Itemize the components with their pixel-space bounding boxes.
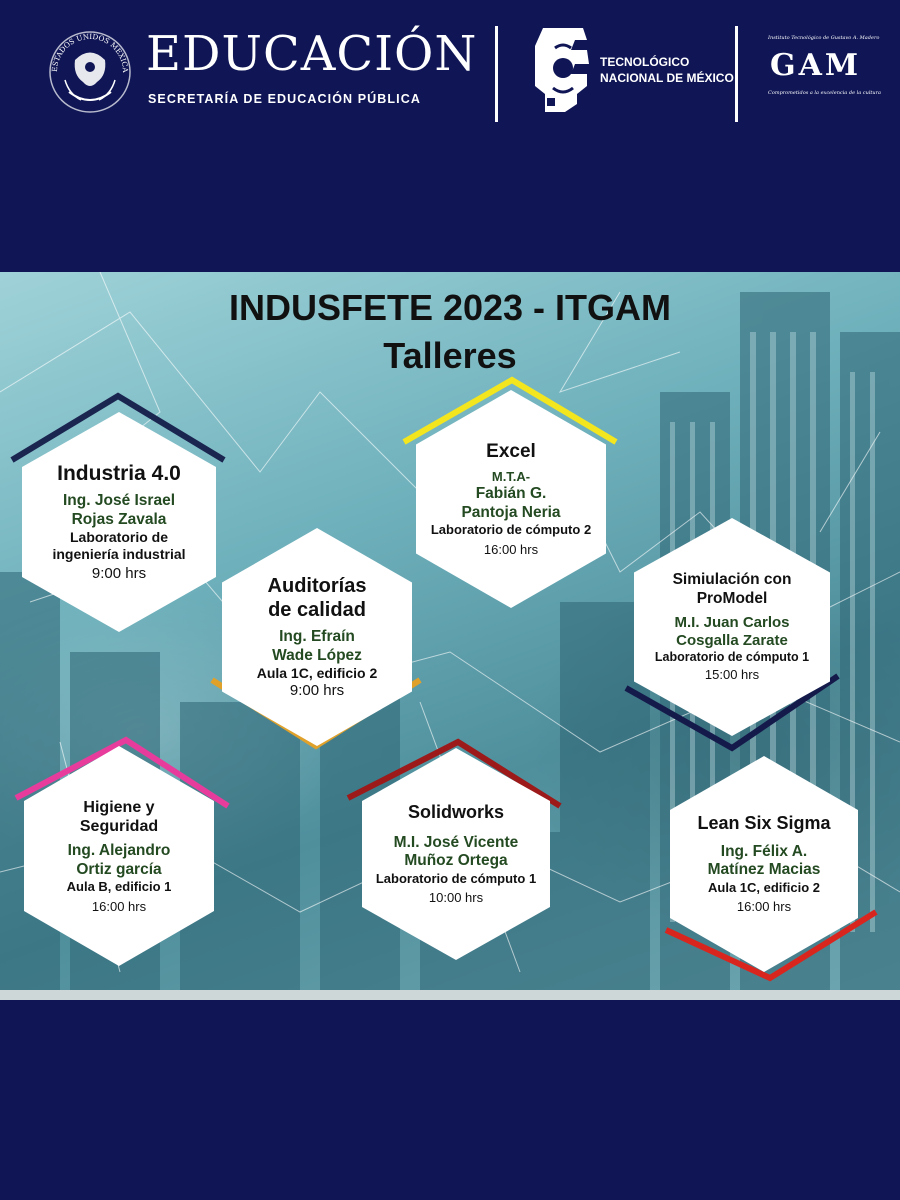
instructor-name: Cosgalla Zarate (676, 632, 788, 650)
education-title: EDUCACIÓN (146, 26, 478, 82)
instructor-name: Fabián G. (475, 485, 547, 502)
instructor-name: Pantoja Neria (461, 503, 561, 521)
workshop-title: Excel (486, 440, 536, 462)
instructor-name: Ing. Félix A. (720, 842, 808, 860)
instructor-name: Ortiz garcía (76, 860, 162, 878)
workshop-time: 10:00 hrs (428, 890, 484, 906)
workshop-time: 9:00 hrs (91, 564, 147, 582)
instructor-name: Wade López (272, 646, 362, 664)
header: ESTADOS UNIDOS MEXICANOS EDUCACIÓN SECRE… (0, 0, 900, 140)
workshop-time: 16:00 hrs (91, 898, 147, 914)
workshop-title: Industria 4.0 (57, 462, 181, 486)
workshop-time: 9:00 hrs (289, 681, 345, 699)
workshop-room: Laboratorio de cómputo 2 (430, 522, 592, 538)
poster-title: INDUSFETE 2023 - ITGAM (228, 287, 672, 328)
workshop-title: de calidad (268, 599, 366, 621)
workshop-title: Solidworks (407, 802, 505, 823)
workshop-title: Simiulación con (672, 571, 792, 589)
mexican-seal-icon: ESTADOS UNIDOS MEXICANOS (45, 20, 131, 113)
header-divider (495, 26, 498, 122)
instructor-name: M.I. José Vicente (393, 833, 519, 851)
instructor-name: Matínez Macias (707, 861, 821, 879)
workshop-title: ProModel (696, 589, 768, 607)
gam-logo-icon: GAM (770, 48, 862, 83)
instructor-name: Ing. Alejandro (67, 842, 171, 859)
poster: INDUSFETE 2023 - ITGAM Talleres Industri… (0, 272, 900, 1000)
workshop-room: Laboratorio de (69, 529, 168, 546)
instructor-name: Ing. José Israel (63, 492, 175, 510)
footer-band (0, 1000, 900, 1200)
tecnm-text: TECNOLÓGICO NACIONAL DE MÉXICO (600, 54, 734, 86)
workshop-room: Aula 1C, edificio 2 (256, 665, 378, 682)
education-subtitle: SECRETARÍA DE EDUCACIÓN PÚBLICA (148, 92, 421, 106)
workshop-title: Seguridad (79, 817, 159, 835)
workshop-room: ingeniería industrial (52, 546, 186, 563)
workshop-time: 16:00 hrs (736, 899, 792, 915)
workshop-room: Laboratorio de cómputo 1 (375, 870, 537, 886)
tecnm-line2: NACIONAL DE MÉXICO (600, 71, 734, 85)
tecnm-logo-icon (535, 28, 589, 112)
workshop-title: Lean Six Sigma (697, 813, 831, 834)
workshop-time: 15:00 hrs (704, 667, 760, 683)
instructor-name: M.I. Juan Carlos (674, 614, 790, 632)
instructor-name: Ing. Efraín (279, 628, 355, 645)
workshop-card: Higiene y Seguridad Ing. Alejandro Ortiz… (24, 746, 214, 966)
workshop-room: Aula B, edificio 1 (66, 879, 172, 895)
gam-slogan: Comprometidos a la excelencia de la cult… (768, 90, 882, 96)
instructor-name: Muñoz Ortega (404, 852, 508, 870)
instructor-prefix: M.T.A- (491, 469, 531, 485)
tecnm-line1: TECNOLÓGICO (600, 55, 690, 69)
workshop-time: 16:00 hrs (483, 541, 539, 557)
workshop-room: Laboratorio de cómputo 1 (654, 650, 810, 665)
gam-institute-name: Instituto Tecnológico de Gustavo A. Made… (768, 35, 880, 41)
poster-subtitle: Talleres (383, 335, 517, 376)
workshop-room: Aula 1C, edificio 2 (708, 879, 820, 895)
workshop-title: Auditorías (267, 575, 367, 597)
workshop-title: Higiene y (83, 798, 155, 816)
instructor-name: Rojas Zavala (71, 510, 167, 528)
header-divider (735, 26, 738, 122)
